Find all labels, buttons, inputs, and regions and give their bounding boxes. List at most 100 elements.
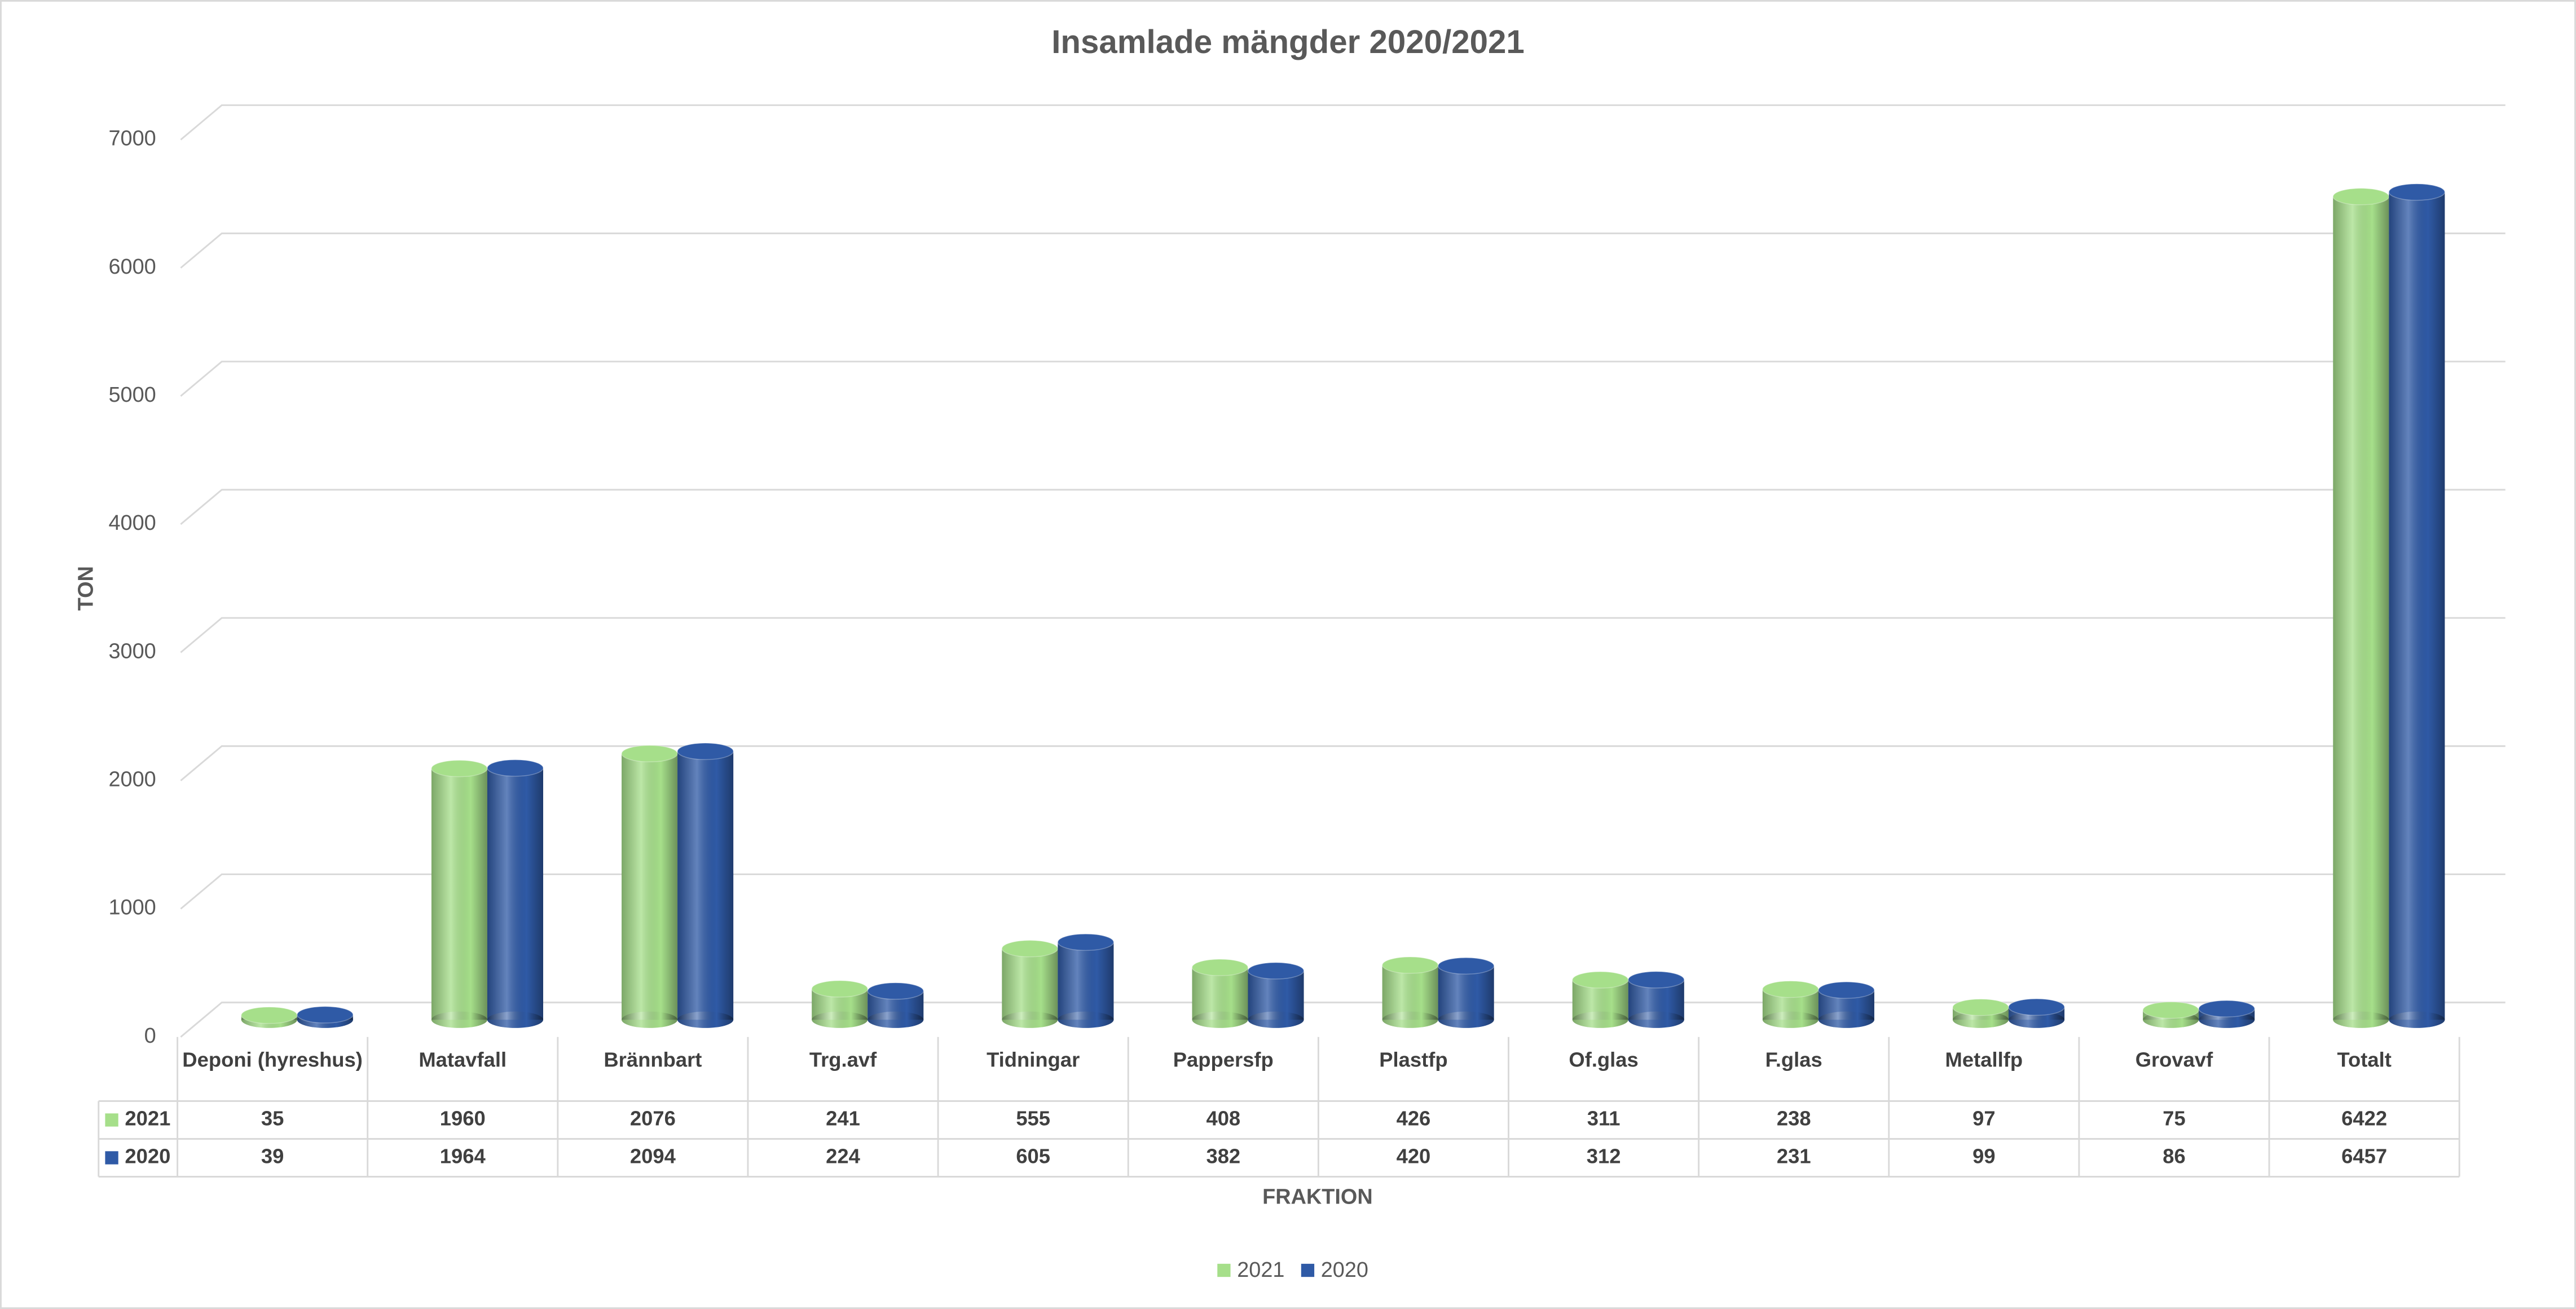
data-table-value: 75 — [2163, 1107, 2185, 1130]
bar-shade — [431, 768, 487, 1020]
y-tick-label: 5000 — [108, 383, 156, 407]
table-series-label: 2020 — [125, 1145, 170, 1168]
x-axis-title: FRAKTION — [1262, 1185, 1373, 1209]
data-table-value: 426 — [1397, 1107, 1431, 1130]
bar-top — [1191, 959, 1249, 976]
bar-base-shade — [812, 1011, 868, 1028]
bar-base-shade — [1248, 1011, 1304, 1028]
data-table-value: 6457 — [2341, 1145, 2387, 1168]
bar-base-shade — [2333, 1011, 2389, 1028]
legend-label: 2020 — [1321, 1258, 1368, 1282]
category-label: Pappersfp — [1173, 1048, 1274, 1072]
bar-base-shade — [1438, 1011, 1494, 1028]
bar-top — [2198, 1000, 2255, 1018]
bar-top — [1952, 999, 2009, 1016]
table-legend-key — [105, 1113, 118, 1127]
bar-top — [2388, 183, 2446, 201]
bar-shade — [487, 768, 543, 1020]
table-header-cell: Tidningar — [987, 1048, 1080, 1072]
grid-line — [180, 104, 2505, 140]
bar-top — [2142, 1001, 2199, 1019]
category-label: F.glas — [1765, 1048, 1822, 1072]
table-header-cell: Grovavf — [2135, 1048, 2213, 1072]
bar-top — [2332, 188, 2390, 205]
table-header-cell: Trg.avf — [809, 1048, 877, 1072]
bar-base-shade — [487, 1011, 543, 1028]
table-header-cell: Brännbart — [604, 1048, 702, 1071]
data-table-value: 231 — [1777, 1145, 1811, 1168]
bar-top — [487, 759, 544, 777]
bar-top — [1057, 933, 1115, 951]
data-table-value: 408 — [1206, 1107, 1240, 1130]
bar-top — [1818, 981, 1875, 999]
bar-top — [1437, 957, 1495, 975]
bar-shade — [1058, 942, 1114, 1020]
data-table-value: 99 — [1972, 1145, 1995, 1168]
y-tick-label: 0 — [144, 1024, 156, 1048]
bar-shade — [1438, 965, 1494, 1020]
data-table-value: 86 — [2163, 1145, 2185, 1168]
bar-top — [867, 982, 924, 1000]
grid-line — [180, 873, 2505, 910]
bar-top — [621, 745, 678, 762]
category-label: Matavfall — [419, 1048, 507, 1072]
bar-base-shade — [1002, 1011, 1058, 1028]
y-axis-title: TON — [74, 566, 98, 610]
bar-base-shade — [1628, 1011, 1684, 1028]
data-table-value: 2076 — [630, 1107, 676, 1130]
bar-base-shade — [622, 1011, 678, 1028]
data-table-value: 1964 — [440, 1145, 486, 1168]
bar-shade — [1002, 948, 1058, 1020]
bar-base-shade — [1818, 1011, 1874, 1028]
category-label: Of.glas — [1569, 1048, 1639, 1072]
bar-top — [297, 1006, 354, 1024]
y-tick-label: 2000 — [108, 768, 156, 792]
bar-top — [677, 743, 734, 760]
table-header-cell: Metallfp — [1945, 1048, 2023, 1071]
bar-base-shade — [1953, 1011, 2009, 1028]
bar-base-shade — [677, 1011, 734, 1028]
table-header-cell: Pappersfp — [1173, 1048, 1274, 1072]
data-table-value: 555 — [1016, 1107, 1050, 1130]
table-header-cell: Totalt — [2337, 1048, 2391, 1071]
data-table-value: 2094 — [630, 1145, 676, 1168]
bar-top — [1762, 980, 1819, 998]
chart-title: Insamlade mängder 2020/2021 — [1051, 24, 1525, 60]
bar-base-shade — [1058, 1011, 1114, 1028]
table-legend-key — [105, 1151, 118, 1165]
y-tick-label: 6000 — [108, 255, 156, 279]
bar-top — [1572, 971, 1629, 989]
bar-top — [2008, 998, 2065, 1016]
bar-shade — [1192, 967, 1248, 1020]
table-header-cell: Deponi (hyreshus) — [182, 1048, 363, 1071]
data-table-value: 241 — [826, 1107, 860, 1130]
data-table-value: 311 — [1587, 1107, 1621, 1130]
grid-line — [180, 745, 2505, 781]
table-header-cell: Of.glas — [1569, 1048, 1639, 1072]
bar-base-shade — [2009, 1011, 2065, 1028]
data-table-value: 312 — [1587, 1145, 1621, 1168]
y-tick-label: 3000 — [108, 639, 156, 663]
category-label: Grovavf — [2135, 1048, 2213, 1072]
bar-base-shade — [1192, 1011, 1248, 1028]
bar-base-shade — [1762, 1011, 1818, 1028]
legend-key — [1217, 1263, 1231, 1277]
legend-key — [1301, 1263, 1315, 1277]
bar-top — [1381, 956, 1439, 974]
bar-top — [241, 1007, 298, 1024]
bar-base-shade — [2389, 1011, 2445, 1028]
bar-top — [431, 759, 488, 778]
y-tick-label: 7000 — [108, 127, 156, 151]
data-table-value: 605 — [1016, 1145, 1050, 1168]
data-table-value: 6422 — [2341, 1107, 2387, 1130]
data-table-value: 420 — [1397, 1145, 1431, 1168]
category-label: Tidningar — [987, 1048, 1080, 1072]
data-table-value: 1960 — [440, 1107, 486, 1130]
bar-base-shade — [1382, 1011, 1438, 1028]
bar-shade — [2333, 196, 2389, 1020]
data-table-value: 238 — [1777, 1107, 1811, 1130]
category-label: Trg.avf — [809, 1048, 877, 1072]
y-tick-label: 1000 — [108, 896, 156, 920]
